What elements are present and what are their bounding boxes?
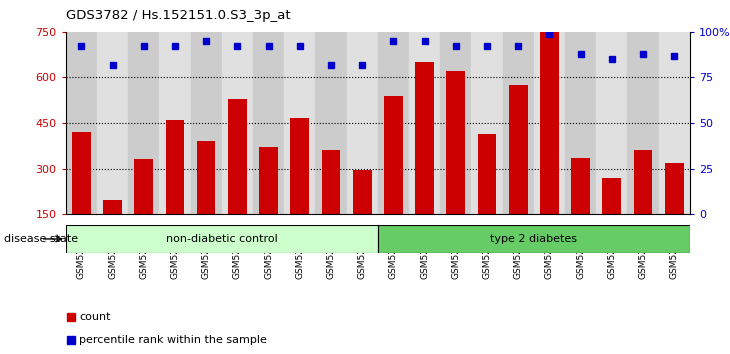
Bar bbox=[134, 159, 153, 214]
Bar bbox=[228, 99, 247, 214]
Bar bbox=[472, 32, 502, 214]
Bar bbox=[222, 32, 253, 214]
Bar bbox=[378, 32, 409, 214]
Bar bbox=[315, 32, 347, 214]
Bar bbox=[166, 120, 184, 214]
Bar bbox=[627, 32, 658, 214]
Text: percentile rank within the sample: percentile rank within the sample bbox=[80, 335, 267, 346]
Text: type 2 diabetes: type 2 diabetes bbox=[491, 234, 577, 244]
Bar bbox=[447, 72, 465, 214]
Bar bbox=[602, 178, 621, 214]
Bar bbox=[291, 119, 309, 214]
Bar bbox=[384, 96, 403, 214]
Bar bbox=[440, 32, 472, 214]
Text: count: count bbox=[80, 312, 111, 322]
Text: disease state: disease state bbox=[4, 234, 78, 244]
Bar bbox=[502, 32, 534, 214]
Bar bbox=[534, 32, 565, 214]
Bar bbox=[565, 32, 596, 214]
Bar bbox=[103, 200, 122, 214]
Bar bbox=[72, 132, 91, 214]
Bar bbox=[159, 32, 191, 214]
Bar bbox=[66, 225, 377, 253]
Bar bbox=[353, 170, 372, 214]
Bar bbox=[128, 32, 159, 214]
Bar bbox=[596, 32, 627, 214]
Bar bbox=[634, 150, 653, 214]
Bar bbox=[191, 32, 222, 214]
Bar bbox=[540, 32, 558, 214]
Text: GDS3782 / Hs.152151.0.S3_3p_at: GDS3782 / Hs.152151.0.S3_3p_at bbox=[66, 9, 291, 22]
Bar bbox=[377, 225, 690, 253]
Bar bbox=[253, 32, 284, 214]
Bar bbox=[347, 32, 378, 214]
Bar bbox=[415, 62, 434, 214]
Bar bbox=[509, 85, 528, 214]
Bar bbox=[259, 147, 278, 214]
Bar bbox=[658, 32, 690, 214]
Bar bbox=[477, 134, 496, 214]
Bar bbox=[665, 162, 683, 214]
Bar bbox=[572, 158, 590, 214]
Text: non-diabetic control: non-diabetic control bbox=[166, 234, 277, 244]
Bar bbox=[284, 32, 315, 214]
Bar bbox=[197, 141, 215, 214]
Bar bbox=[66, 32, 97, 214]
Bar bbox=[97, 32, 128, 214]
Bar bbox=[409, 32, 440, 214]
Bar bbox=[322, 150, 340, 214]
